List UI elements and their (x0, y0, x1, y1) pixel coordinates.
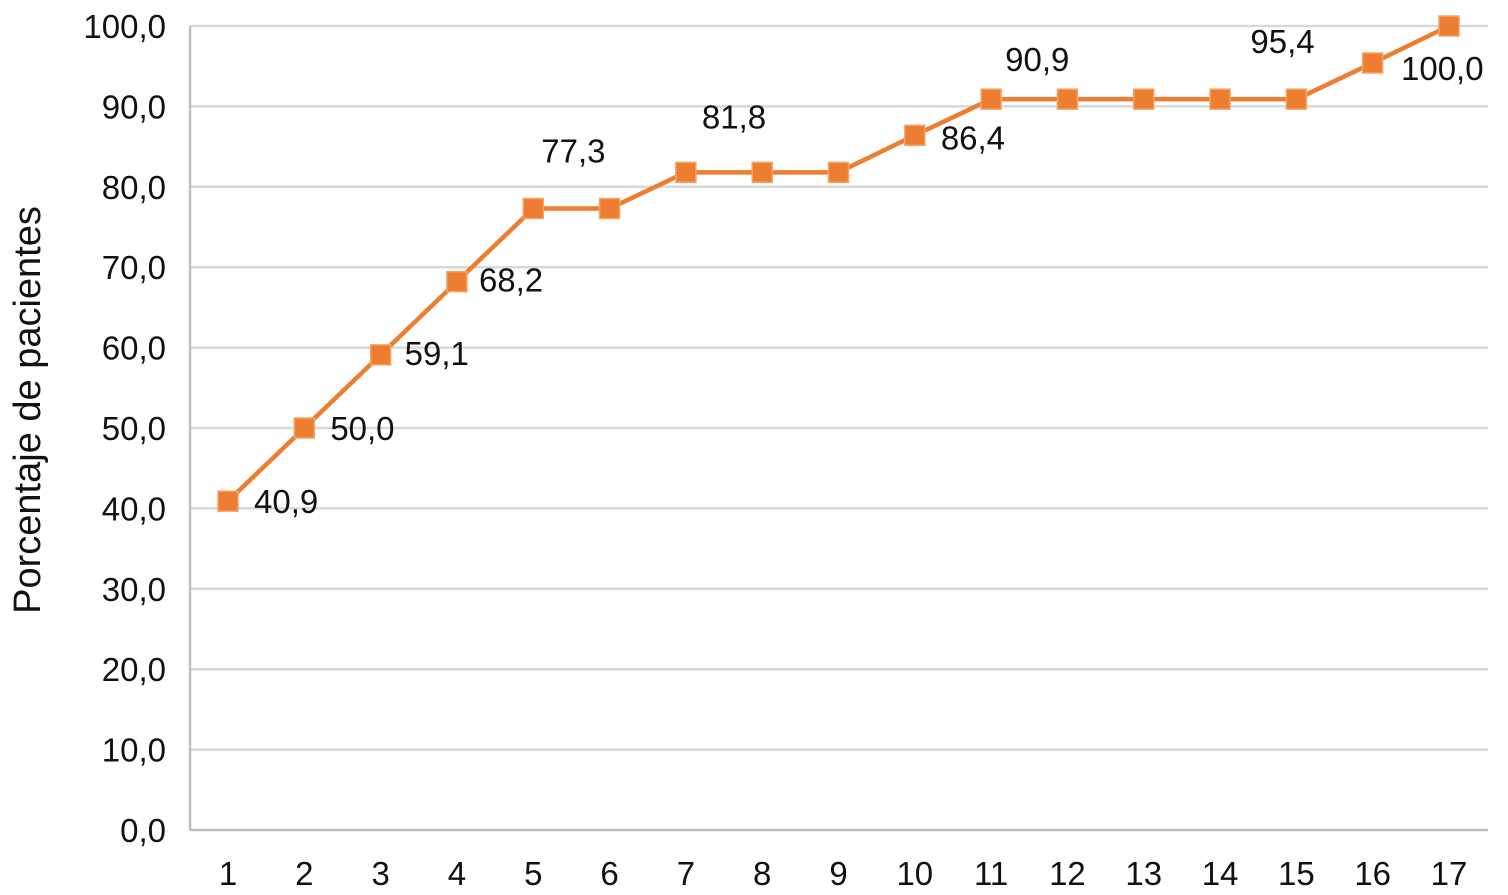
x-tick-label: 3 (371, 855, 389, 892)
y-tick-label: 90,0 (102, 88, 166, 125)
y-tick-label: 70,0 (102, 249, 166, 286)
y-tick-label: 80,0 (102, 169, 166, 206)
data-label: 77,3 (541, 133, 605, 170)
data-point-marker (598, 197, 621, 220)
data-label: 50,0 (330, 410, 394, 447)
series-line (226, 23, 1450, 503)
y-tick-label: 10,0 (102, 732, 166, 769)
data-label: 86,4 (941, 119, 1005, 156)
data-label: 59,1 (405, 335, 469, 372)
y-tick-label: 40,0 (102, 490, 166, 527)
data-point-marker (1209, 88, 1231, 110)
label-layer: 0,0 10,0 20,0 30,0 40,0 50,0 60,0 70,0 80,0 90,0 1… (83, 8, 1483, 892)
data-point-marker (904, 124, 926, 147)
data-label: 95,4 (1250, 23, 1314, 60)
data-point-marker (446, 270, 468, 293)
data-point-marker (369, 344, 392, 366)
x-tick-label: 8 (753, 855, 771, 892)
series-layer (217, 15, 1460, 512)
data-point-marker (1056, 88, 1079, 110)
data-point-marker (1285, 88, 1308, 110)
y-axis-title: Porcentaje de pacientes (7, 206, 49, 614)
data-label: 90,9 (1005, 41, 1069, 78)
data-label: 40,9 (254, 483, 318, 520)
x-tick-label: 4 (448, 855, 466, 892)
data-point-marker (1361, 52, 1384, 74)
data-point-marker (522, 197, 544, 220)
x-tick-label: 16 (1354, 855, 1391, 892)
data-label: 100,0 (1401, 50, 1484, 87)
y-tick-label: 60,0 (102, 330, 166, 367)
data-point-marker (980, 88, 1002, 110)
y-tick-label: 20,0 (102, 651, 166, 688)
data-point-marker (1438, 15, 1460, 37)
data-point-marker (293, 417, 316, 439)
x-tick-label: 10 (896, 855, 933, 892)
grid-layer (190, 24, 1488, 751)
data-point-marker (827, 161, 850, 184)
data-point-marker (675, 161, 697, 184)
y-tick-label: 30,0 (102, 571, 166, 608)
data-point-marker (1133, 88, 1155, 110)
x-tick-label: 14 (1202, 855, 1239, 892)
x-tick-label: 15 (1278, 855, 1315, 892)
x-tick-label: 17 (1431, 855, 1468, 892)
data-label: 68,2 (479, 262, 543, 299)
x-tick-label: 6 (600, 855, 618, 892)
x-tick-label: 9 (829, 855, 847, 892)
y-tick-label: 0,0 (120, 812, 166, 849)
y-tick-label: 100,0 (83, 8, 166, 45)
x-tick-label: 5 (524, 855, 542, 892)
data-point-marker (217, 490, 239, 512)
x-tick-label: 2 (295, 855, 313, 892)
data-label: 81,8 (702, 98, 766, 135)
y-tick-label: 50,0 (102, 410, 166, 447)
data-point-marker (751, 161, 773, 184)
x-tick-label: 12 (1049, 855, 1086, 892)
x-tick-label: 1 (219, 855, 237, 892)
x-tick-label: 11 (974, 855, 1008, 892)
x-tick-label: 13 (1125, 855, 1162, 892)
axis-layer (188, 26, 1488, 832)
x-tick-label: 7 (677, 855, 695, 892)
